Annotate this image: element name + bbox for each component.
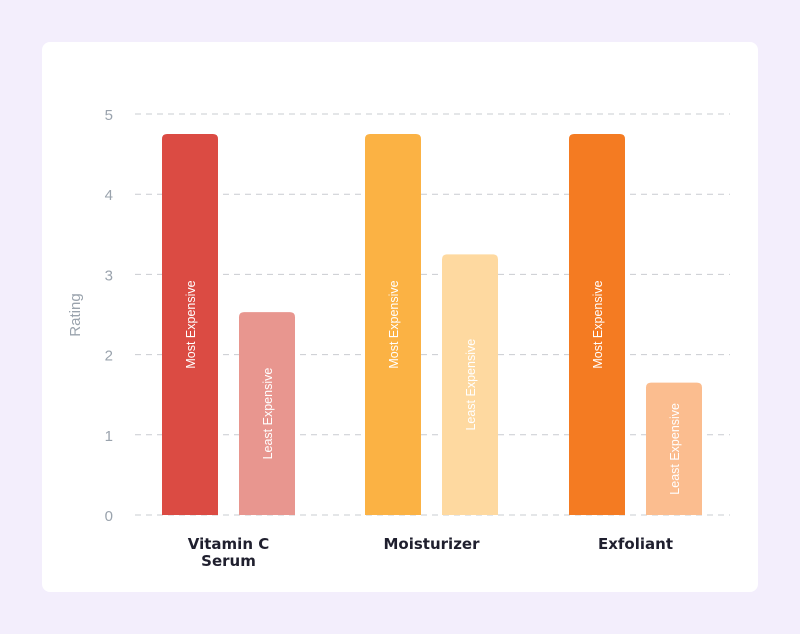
x-category-label: Moisturizer bbox=[383, 535, 480, 553]
bar-label: Least Expensive bbox=[464, 339, 478, 431]
y-tick-label: 2 bbox=[105, 348, 113, 365]
bar-least-expensive bbox=[442, 254, 498, 515]
bar-label: Least Expensive bbox=[668, 403, 682, 495]
bar-most-expensive bbox=[569, 134, 625, 516]
y-tick-label: 4 bbox=[105, 187, 113, 204]
x-category-label: Exfoliant bbox=[597, 535, 673, 553]
bar-label: Most Expensive bbox=[184, 280, 198, 368]
x-category-label: Vitamin C Serum bbox=[187, 535, 270, 570]
bar-label: Most Expensive bbox=[387, 280, 401, 368]
y-axis-label: Rating bbox=[67, 293, 84, 336]
y-tick-label: 0 bbox=[105, 508, 113, 525]
bar-least-expensive bbox=[239, 312, 295, 515]
bar-label: Most Expensive bbox=[591, 280, 605, 368]
y-tick-label: 1 bbox=[105, 428, 113, 445]
bar-label: Least Expensive bbox=[261, 368, 275, 460]
bar-most-expensive bbox=[162, 134, 218, 516]
bar-most-expensive bbox=[365, 134, 421, 516]
y-tick-label: 3 bbox=[105, 267, 113, 284]
y-tick-label: 5 bbox=[105, 107, 113, 124]
bar-least-expensive bbox=[646, 382, 702, 515]
